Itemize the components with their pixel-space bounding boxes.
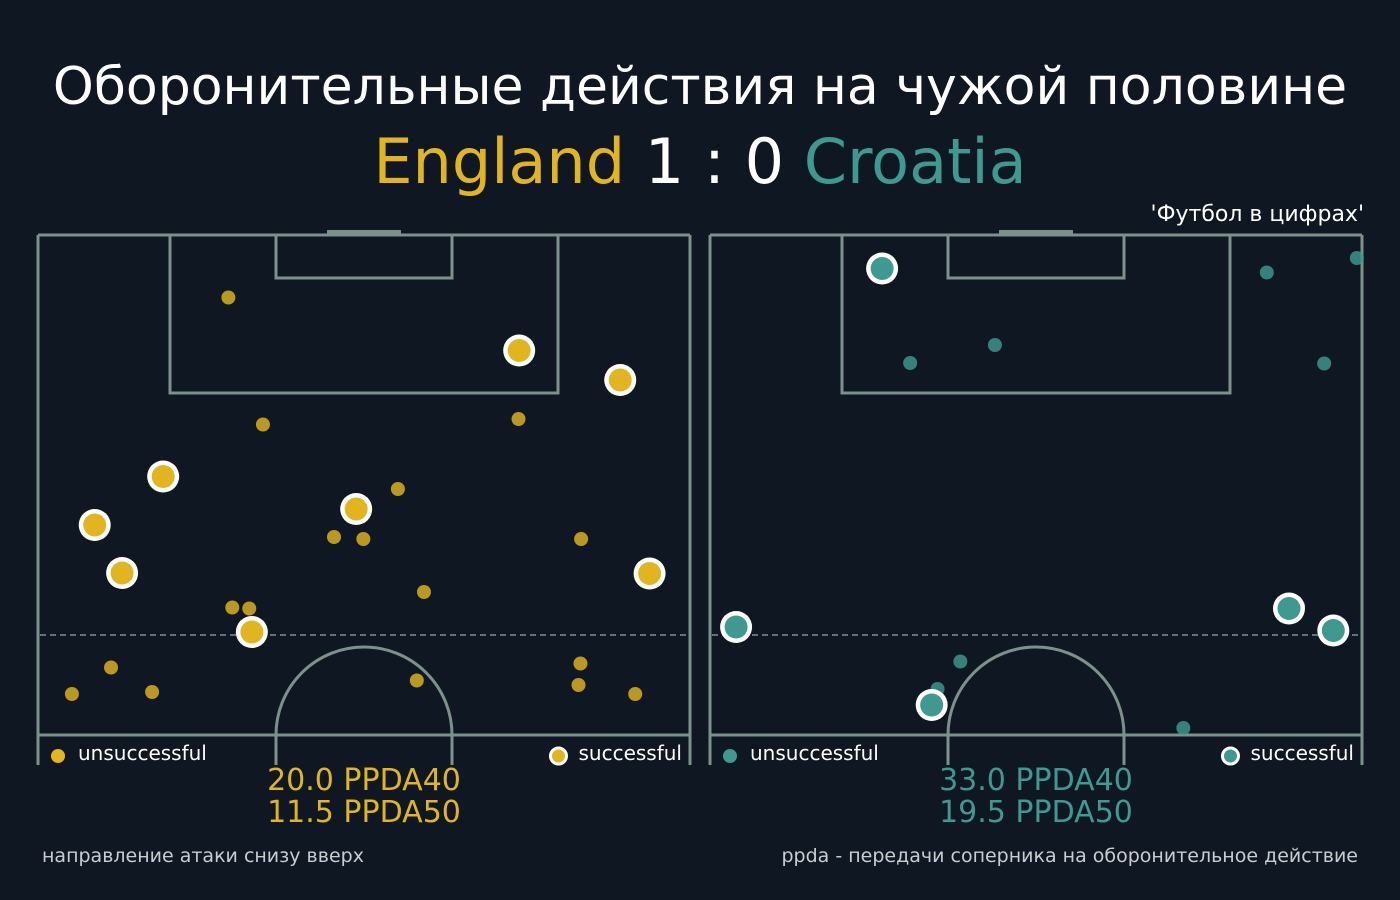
england-unsuccessful-point [416, 585, 431, 599]
england-unsuccessful-point [628, 687, 643, 701]
england-unsuccessful-point [409, 673, 424, 688]
away-goals: 0 [744, 125, 785, 198]
england-unsuccessful-point [511, 412, 526, 426]
ppda-definition-note: ppda - передачи соперника на оборонитель… [781, 845, 1358, 867]
croatia-ppda-block: 33.0 PPDA40 19.5 PPDA50 [886, 765, 1186, 829]
england-successful-point [638, 562, 662, 585]
match-score: England 1 : 0 Croatia [0, 124, 1400, 200]
england-legend-successful-label: successful [578, 741, 682, 765]
away-team-name: Croatia [803, 125, 1027, 198]
center-circle-arc [274, 645, 454, 736]
england-successful-point [110, 561, 134, 585]
england-unsuccessful-point [574, 532, 589, 546]
croatia-successful-point [1277, 597, 1301, 620]
england-unsuccessful-point [571, 678, 586, 692]
england-successful-point [344, 497, 368, 521]
england-ppda-block: 20.0 PPDA40 11.5 PPDA50 [214, 765, 514, 829]
england-unsuccessful-point [145, 685, 160, 699]
croatia-legend-unsuccessful-marker [723, 749, 737, 763]
england-unsuccessful-point [573, 656, 588, 671]
six-yard-box [274, 233, 454, 280]
croatia-successful-point [920, 693, 944, 717]
england-successful-point [240, 620, 264, 644]
england-ppda40: 20.0 PPDA40 [267, 763, 461, 798]
croatia-unsuccessful-point [953, 654, 968, 669]
croatia-successful-point [724, 615, 748, 639]
six-yard-box [946, 233, 1126, 280]
attack-direction-note: направление атаки снизу вверх [42, 845, 364, 867]
croatia-unsuccessful-point [1349, 251, 1364, 265]
england-legend-successful-marker [548, 746, 568, 766]
england-successful-point [608, 368, 632, 392]
penalty-area [168, 233, 560, 395]
penalty-area [840, 233, 1232, 395]
england-unsuccessful-point [64, 687, 79, 701]
england-legend-unsuccessful-label: unsuccessful [78, 741, 207, 765]
england-unsuccessful-point [255, 417, 270, 432]
croatia-unsuccessful-point [1176, 721, 1191, 735]
croatia-legend-unsuccessful-label: unsuccessful [750, 741, 879, 765]
england-successful-point [507, 339, 531, 362]
england-ppda50: 11.5 PPDA50 [267, 795, 461, 830]
england-unsuccessful-point [225, 600, 240, 615]
croatia-unsuccessful-point [1259, 265, 1274, 280]
score-separator: : [703, 125, 725, 198]
england-unsuccessful-point [327, 530, 342, 544]
home-team-name: England [373, 125, 626, 198]
source-label: 'Футбол в цифрах' [1150, 202, 1364, 227]
croatia-unsuccessful-point [903, 356, 918, 370]
england-unsuccessful-point [221, 290, 236, 305]
england-pitch: unsuccessful successful [36, 230, 692, 766]
croatia-legend-successful-label: successful [1250, 741, 1354, 765]
england-unsuccessful-point [242, 601, 257, 616]
england-legend-unsuccessful-marker [51, 749, 65, 763]
croatia-unsuccessful-point [1317, 356, 1332, 371]
england-unsuccessful-point [104, 660, 119, 675]
england-successful-point [151, 465, 175, 488]
croatia-ppda40: 33.0 PPDA40 [939, 763, 1133, 798]
center-circle-arc [946, 645, 1126, 736]
croatia-successful-point [1321, 619, 1345, 642]
england-unsuccessful-point [390, 482, 405, 496]
croatia-unsuccessful-point [987, 338, 1002, 352]
england-successful-point [83, 513, 107, 537]
croatia-legend-successful-marker [1220, 746, 1240, 766]
croatia-pitch: unsuccessful successful [708, 230, 1364, 766]
croatia-ppda50: 19.5 PPDA50 [939, 795, 1133, 830]
chart-title: Оборонительные действия на чужой половин… [52, 57, 1348, 117]
home-goals: 1 [644, 125, 685, 198]
croatia-successful-point [870, 257, 894, 280]
england-unsuccessful-point [356, 532, 371, 546]
